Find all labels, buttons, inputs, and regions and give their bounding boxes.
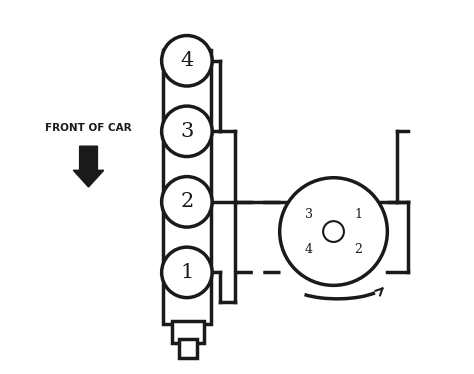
Bar: [180, 339, 197, 358]
Text: 3: 3: [305, 208, 312, 221]
Text: 4: 4: [305, 242, 312, 255]
Circle shape: [162, 36, 212, 86]
Text: 1: 1: [355, 208, 363, 221]
Bar: [163, 50, 211, 324]
Text: 2: 2: [355, 242, 363, 255]
Bar: [172, 321, 204, 343]
FancyArrow shape: [73, 146, 104, 187]
Circle shape: [323, 221, 344, 242]
Text: 1: 1: [180, 263, 193, 282]
Text: 3: 3: [180, 122, 193, 141]
Circle shape: [162, 177, 212, 227]
Text: 4: 4: [180, 51, 193, 70]
Circle shape: [162, 247, 212, 298]
Text: FRONT OF CAR: FRONT OF CAR: [45, 123, 132, 133]
Circle shape: [280, 178, 387, 285]
Text: 2: 2: [180, 192, 193, 211]
Circle shape: [162, 106, 212, 157]
